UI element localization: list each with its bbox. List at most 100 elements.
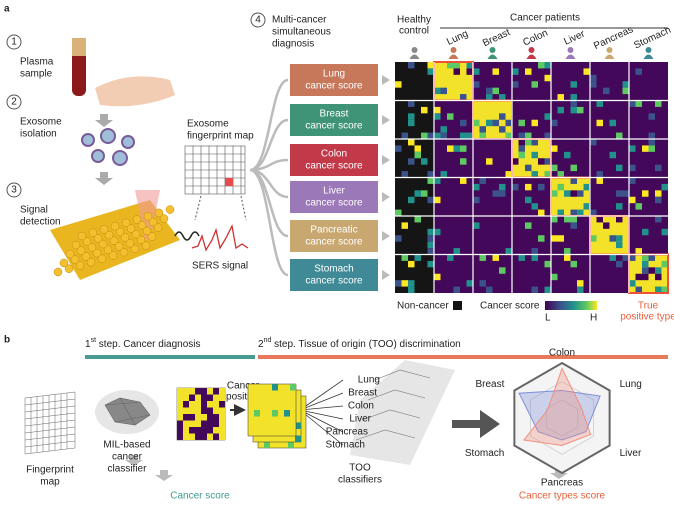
gold-ball <box>103 245 113 255</box>
heatmap-cell <box>531 203 538 210</box>
gold-ball <box>153 223 163 232</box>
heatmap-cell <box>434 87 441 95</box>
heatmap-cell <box>408 260 415 268</box>
heatmap-cell <box>648 113 655 120</box>
heatmap-cell <box>434 132 441 139</box>
heatmap-cell <box>440 132 447 139</box>
heatmap-cell <box>408 158 415 165</box>
heatmap-cell <box>577 209 584 216</box>
person-head <box>606 47 613 53</box>
heatmap-cell <box>492 119 499 127</box>
heatmap-cell <box>642 254 649 261</box>
heatmap-cell <box>473 183 480 191</box>
stack-map-cell <box>290 384 296 391</box>
heatmap-cell <box>427 241 434 249</box>
heatmap <box>395 61 669 294</box>
heatmap-cell <box>505 119 512 127</box>
gold-ball <box>104 230 114 240</box>
heatmap-cell <box>401 171 408 178</box>
score-label: cancer score <box>305 121 363 132</box>
too-stack <box>350 360 455 465</box>
person-head <box>450 47 457 53</box>
heatmap-cell <box>466 62 473 69</box>
gold-ball <box>141 241 151 250</box>
heatmap-cell <box>466 132 473 139</box>
heatmap-cell <box>518 145 525 152</box>
heatmap-cell <box>479 126 486 133</box>
heatmap-cell <box>629 164 636 172</box>
gold-ball <box>121 218 131 228</box>
step-circle <box>6 94 22 110</box>
heatmap-cell <box>648 254 655 261</box>
heatmap-cell <box>408 119 415 127</box>
gold-ball <box>75 261 85 270</box>
score-box <box>290 220 378 252</box>
radar-shape <box>518 389 601 441</box>
step-title-part: st <box>91 337 97 344</box>
fingerprint-label: fingerprint map <box>187 131 254 142</box>
step1-bar <box>85 355 255 359</box>
stack-map-cell <box>264 441 270 448</box>
gold-ball <box>114 242 124 251</box>
gold-ball <box>159 214 169 223</box>
score-map-cell <box>219 420 225 427</box>
heatmap-cell <box>408 62 415 69</box>
heatmap-cell <box>512 183 519 191</box>
heatmap-cell <box>570 260 577 268</box>
score-map-cell <box>195 420 201 427</box>
gold-ball <box>125 238 135 248</box>
heatmap-cell <box>661 286 668 293</box>
stack-map-cell <box>284 410 290 417</box>
heatmap-cell <box>408 100 415 107</box>
heatmap-cell <box>466 68 473 75</box>
healthy-label: Healthy <box>397 15 431 26</box>
heatmap-cell <box>570 216 577 223</box>
heatmap-cell <box>590 139 597 146</box>
fingerprint-label: Exosome <box>187 119 229 130</box>
heatmap-cell <box>518 132 525 139</box>
gold-ball <box>154 208 164 218</box>
heatmap-cell <box>525 132 532 139</box>
score-map-cell <box>213 427 219 434</box>
heatmap-cell <box>427 62 434 69</box>
classifier-label: MIL-based <box>103 440 150 451</box>
radar-label: Liver <box>620 448 642 459</box>
score-label: Stomach <box>314 264 353 275</box>
heatmap-cell <box>629 145 636 152</box>
gold-ball <box>165 205 175 214</box>
stack-map-cell <box>295 435 301 442</box>
score-label: Colon <box>321 149 347 160</box>
heatmap-cell <box>616 132 623 139</box>
score-map-cell <box>219 427 225 434</box>
gold-ball <box>131 229 141 239</box>
heatmap-cell <box>525 196 532 204</box>
gold-ball <box>81 252 91 261</box>
radar-label: Stomach <box>465 448 504 459</box>
heatmap-cell <box>486 87 493 95</box>
heatmap-cell <box>551 235 558 242</box>
heatmap-cell <box>655 267 662 274</box>
heatmap-cell <box>642 190 649 197</box>
heatmap-cell <box>661 183 668 191</box>
heatmap-cell <box>440 126 447 133</box>
heatmap-cell <box>544 260 551 268</box>
gold-ball <box>110 221 120 231</box>
step-title: 1st step. Cancer diagnosis <box>85 337 201 349</box>
heatmap-cell <box>531 151 538 159</box>
heatmap-cell <box>570 164 577 172</box>
heatmap-cell <box>401 222 408 229</box>
heatmap-cell <box>473 222 480 229</box>
score-map-cell <box>189 407 195 414</box>
score-box <box>290 64 378 96</box>
heatmap-cell <box>473 196 480 204</box>
score-map-cell <box>189 433 195 440</box>
gold-ball <box>119 247 129 257</box>
heatmap-cell <box>564 151 571 159</box>
heatmap-cell <box>642 273 649 281</box>
too-label: Breast <box>348 388 377 399</box>
score-map-cell <box>195 414 201 421</box>
too-label: Pancreas <box>326 427 368 438</box>
heatmap-cell <box>486 94 493 101</box>
heatmap-cell <box>577 280 584 287</box>
radar-label: Breast <box>475 379 504 390</box>
